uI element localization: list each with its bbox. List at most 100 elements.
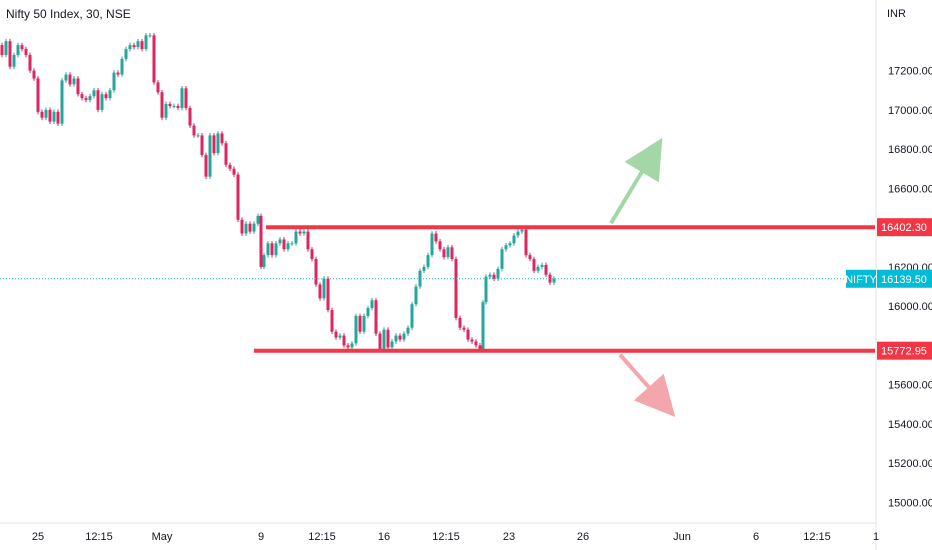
candle-body bbox=[252, 223, 256, 232]
candle-body bbox=[256, 215, 260, 224]
y-tick-label: 15600.00 bbox=[888, 380, 932, 392]
candle-body bbox=[370, 300, 374, 309]
x-tick-label: 9 bbox=[258, 531, 264, 543]
x-tick-label: 16 bbox=[378, 531, 390, 543]
candle-body bbox=[314, 259, 318, 285]
candle-body bbox=[544, 264, 548, 275]
current-price-label: 16139.50 bbox=[881, 274, 927, 286]
candle-body bbox=[326, 278, 330, 311]
y-tick-label: 17200.00 bbox=[888, 66, 932, 78]
candle-body bbox=[290, 243, 294, 245]
candle-body bbox=[278, 239, 282, 244]
candle-body bbox=[196, 135, 200, 137]
candle-body bbox=[536, 266, 540, 271]
candle-body bbox=[128, 45, 132, 50]
candle-body bbox=[266, 243, 270, 256]
x-tick-label: 12:15 bbox=[85, 531, 113, 543]
candle-body bbox=[192, 125, 196, 136]
candle-body bbox=[306, 231, 310, 250]
candle-body bbox=[140, 41, 144, 50]
candle-body bbox=[16, 45, 20, 55]
candle-body bbox=[442, 249, 446, 258]
candle-body bbox=[470, 339, 474, 342]
candle-body bbox=[236, 174, 240, 220]
candles-group bbox=[0, 32, 556, 352]
candle-body bbox=[184, 88, 188, 108]
candle-body bbox=[398, 335, 402, 340]
x-tick-label: 1 bbox=[873, 531, 879, 543]
y-tick-label: 15200.00 bbox=[888, 458, 932, 470]
candle-body bbox=[346, 345, 350, 348]
candle-body bbox=[220, 133, 224, 144]
candle-body bbox=[12, 54, 16, 67]
candle-body bbox=[496, 268, 500, 279]
levels-group bbox=[0, 137, 875, 417]
candle-body bbox=[124, 49, 128, 59]
candle-body bbox=[208, 135, 212, 177]
candle-body bbox=[132, 45, 136, 48]
candle-body bbox=[478, 345, 482, 350]
candle-body bbox=[80, 94, 84, 99]
candle-body bbox=[286, 243, 290, 250]
candle-body bbox=[172, 105, 176, 107]
candle-body bbox=[446, 247, 450, 258]
candle-body bbox=[466, 329, 470, 340]
candle-body bbox=[394, 335, 398, 342]
candle-body bbox=[136, 41, 140, 48]
y-tick-label: 16600.00 bbox=[888, 183, 932, 195]
candle-body bbox=[120, 58, 124, 75]
x-tick-label: 12:15 bbox=[432, 531, 460, 543]
time-axis[interactable]: 25 12:15 May 9 12:15 16 12:15 23 26 Jun 6 12:15 1 bbox=[0, 522, 879, 543]
candle-body bbox=[0, 45, 4, 55]
candle-body bbox=[204, 155, 208, 177]
symbol-label-bg bbox=[846, 269, 876, 288]
candle-body bbox=[358, 315, 362, 332]
candle-body bbox=[212, 135, 216, 154]
candle-body bbox=[362, 315, 366, 332]
currency-label: INR bbox=[887, 8, 906, 20]
y-tick-label: 15000.00 bbox=[888, 497, 932, 509]
y-tick-label: 16800.00 bbox=[888, 144, 932, 156]
chart-title: Nifty 50 Index, 30, NSE bbox=[6, 7, 131, 21]
candle-body bbox=[310, 249, 314, 260]
candle-body bbox=[232, 168, 236, 175]
candle-body bbox=[68, 74, 72, 85]
candle-body bbox=[528, 255, 532, 260]
candle-body bbox=[532, 259, 536, 271]
candle-body bbox=[366, 308, 370, 316]
candle-body bbox=[108, 90, 112, 99]
candle-body bbox=[454, 259, 458, 318]
x-tick-label: 6 bbox=[753, 531, 759, 543]
candle-body bbox=[342, 335, 346, 346]
candle-body bbox=[552, 278, 556, 283]
candle-body bbox=[262, 255, 266, 267]
candle-body bbox=[156, 82, 160, 93]
candle-body bbox=[216, 133, 220, 154]
candle-body bbox=[350, 343, 354, 348]
candle-body bbox=[40, 111, 44, 118]
candle-body bbox=[294, 231, 298, 244]
candle-body bbox=[410, 304, 414, 328]
candle-body bbox=[298, 231, 302, 234]
price-axis[interactable]: 17200.0017000.0016800.0016600.0016400.00… bbox=[845, 0, 932, 550]
candle-body bbox=[60, 80, 64, 124]
candle-body bbox=[92, 90, 96, 97]
candle-body bbox=[84, 98, 88, 101]
y-tick-label: 15400.00 bbox=[888, 419, 932, 431]
x-tick-label: 26 bbox=[577, 531, 589, 543]
breakout-up-arrow bbox=[609, 137, 663, 225]
candle-body bbox=[402, 333, 406, 340]
candle-body bbox=[322, 278, 326, 299]
candle-body bbox=[374, 300, 378, 334]
candle-body bbox=[330, 310, 334, 332]
candle-body bbox=[274, 243, 278, 256]
x-tick-label: Jun bbox=[673, 531, 691, 543]
breakdown-down-arrow bbox=[618, 353, 676, 417]
candle-body bbox=[390, 341, 394, 348]
candle-body bbox=[240, 219, 244, 234]
candle-body bbox=[484, 276, 488, 303]
candle-body bbox=[500, 249, 504, 269]
candle-body bbox=[44, 109, 48, 118]
candle-body bbox=[164, 104, 168, 118]
